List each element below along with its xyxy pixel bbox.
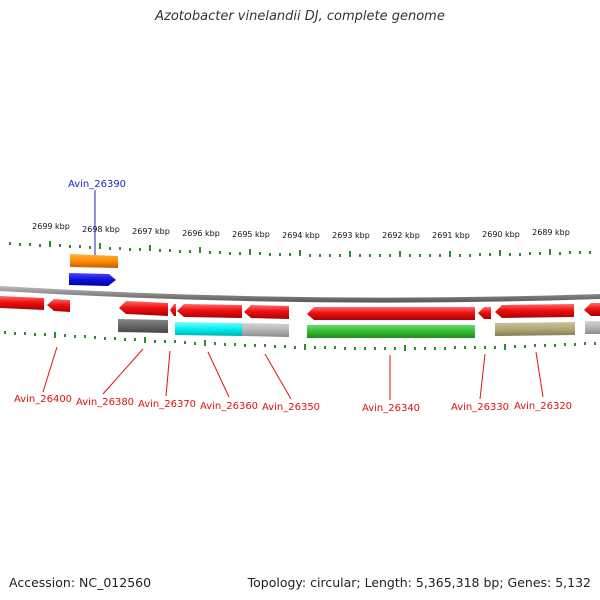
leader-line-avin-26320 bbox=[535, 351, 544, 398]
leader-line-avin-26400 bbox=[42, 346, 58, 393]
ruler-label: 2699 kbp bbox=[32, 222, 70, 231]
leader-line-avin-26330 bbox=[479, 353, 486, 400]
feature-light-gray[interactable] bbox=[242, 323, 289, 337]
feature-light-gray-right[interactable] bbox=[585, 321, 600, 334]
feature-green[interactable] bbox=[307, 325, 475, 338]
gene-label-avin-26340[interactable]: Avin_26340 bbox=[362, 403, 420, 414]
reverse-genes bbox=[0, 296, 600, 338]
gene-label-avin-26320[interactable]: Avin_26320 bbox=[514, 401, 572, 412]
inner-major-ticks bbox=[54, 332, 506, 351]
gene-avin-26390[interactable] bbox=[69, 273, 116, 286]
ruler-label: 2697 kbp bbox=[132, 227, 170, 236]
outer-major-ticks bbox=[49, 241, 551, 257]
gene-avin-26350[interactable] bbox=[244, 305, 289, 319]
outer-tick-marks bbox=[9, 242, 591, 257]
gene-avin-26370[interactable] bbox=[170, 304, 176, 316]
gene-label-avin-26360[interactable]: Avin_26360 bbox=[200, 401, 258, 412]
gene-avin-26380[interactable] bbox=[119, 301, 168, 316]
leader-line-avin-26350 bbox=[264, 353, 292, 400]
ruler-label: 2693 kbp bbox=[332, 231, 370, 240]
leader-line-avin-26380 bbox=[102, 348, 144, 395]
gene-label-avin-26370[interactable]: Avin_26370 bbox=[138, 399, 196, 410]
gene-label-avin-26400[interactable]: Avin_26400 bbox=[14, 394, 72, 405]
gene-label-avin-26330[interactable]: Avin_26330 bbox=[451, 402, 509, 413]
gene-label-avin-26380[interactable]: Avin_26380 bbox=[76, 397, 134, 408]
genome-summary-text: Topology: circular; Length: 5,365,318 bp… bbox=[247, 575, 591, 590]
red-gene-labels: Avin_26400 Avin_26380 Avin_26370 Avin_26… bbox=[14, 394, 572, 414]
ruler-label: 2692 kbp bbox=[382, 231, 420, 240]
outer-ruler bbox=[9, 241, 591, 257]
ruler-label: 2696 kbp bbox=[182, 229, 220, 238]
gene-partial-right[interactable] bbox=[584, 303, 600, 316]
gene-avin-26400-a[interactable] bbox=[0, 296, 44, 310]
inner-ruler bbox=[4, 331, 596, 351]
ruler-label: 2694 kbp bbox=[282, 231, 320, 240]
feature-dark-gray[interactable] bbox=[118, 319, 168, 333]
leader-line-avin-26360 bbox=[207, 351, 230, 398]
gene-orange[interactable] bbox=[70, 254, 118, 268]
ruler-label: 2698 kbp bbox=[82, 225, 120, 234]
inner-tick-marks bbox=[4, 331, 596, 350]
gene-avin-26330[interactable] bbox=[478, 307, 491, 319]
gene-label-avin-26390[interactable]: Avin_26390 bbox=[68, 179, 126, 190]
ruler-label: 2690 kbp bbox=[482, 230, 520, 239]
leader-line-avin-26370 bbox=[165, 350, 171, 397]
ruler-label: 2695 kbp bbox=[232, 230, 270, 239]
map-title: Azotobacter vinelandii DJ, complete geno… bbox=[155, 9, 445, 24]
red-leader-lines bbox=[42, 346, 544, 400]
ruler-labels: 2699 kbp 2698 kbp 2697 kbp 2696 kbp 2695… bbox=[32, 222, 570, 240]
gene-avin-26320[interactable] bbox=[495, 304, 574, 318]
feature-khaki[interactable] bbox=[495, 322, 575, 336]
genome-backbone bbox=[0, 286, 600, 303]
feature-cyan[interactable] bbox=[175, 322, 242, 336]
gene-label-avin-26350[interactable]: Avin_26350 bbox=[262, 402, 320, 413]
gene-avin-26400[interactable] bbox=[47, 299, 70, 312]
gene-avin-26360[interactable] bbox=[177, 304, 242, 318]
ruler-label: 2691 kbp bbox=[432, 231, 470, 240]
gene-avin-26340[interactable] bbox=[307, 307, 475, 320]
ruler-label: 2689 kbp bbox=[532, 228, 570, 237]
accession-text: Accession: NC_012560 bbox=[9, 575, 152, 590]
